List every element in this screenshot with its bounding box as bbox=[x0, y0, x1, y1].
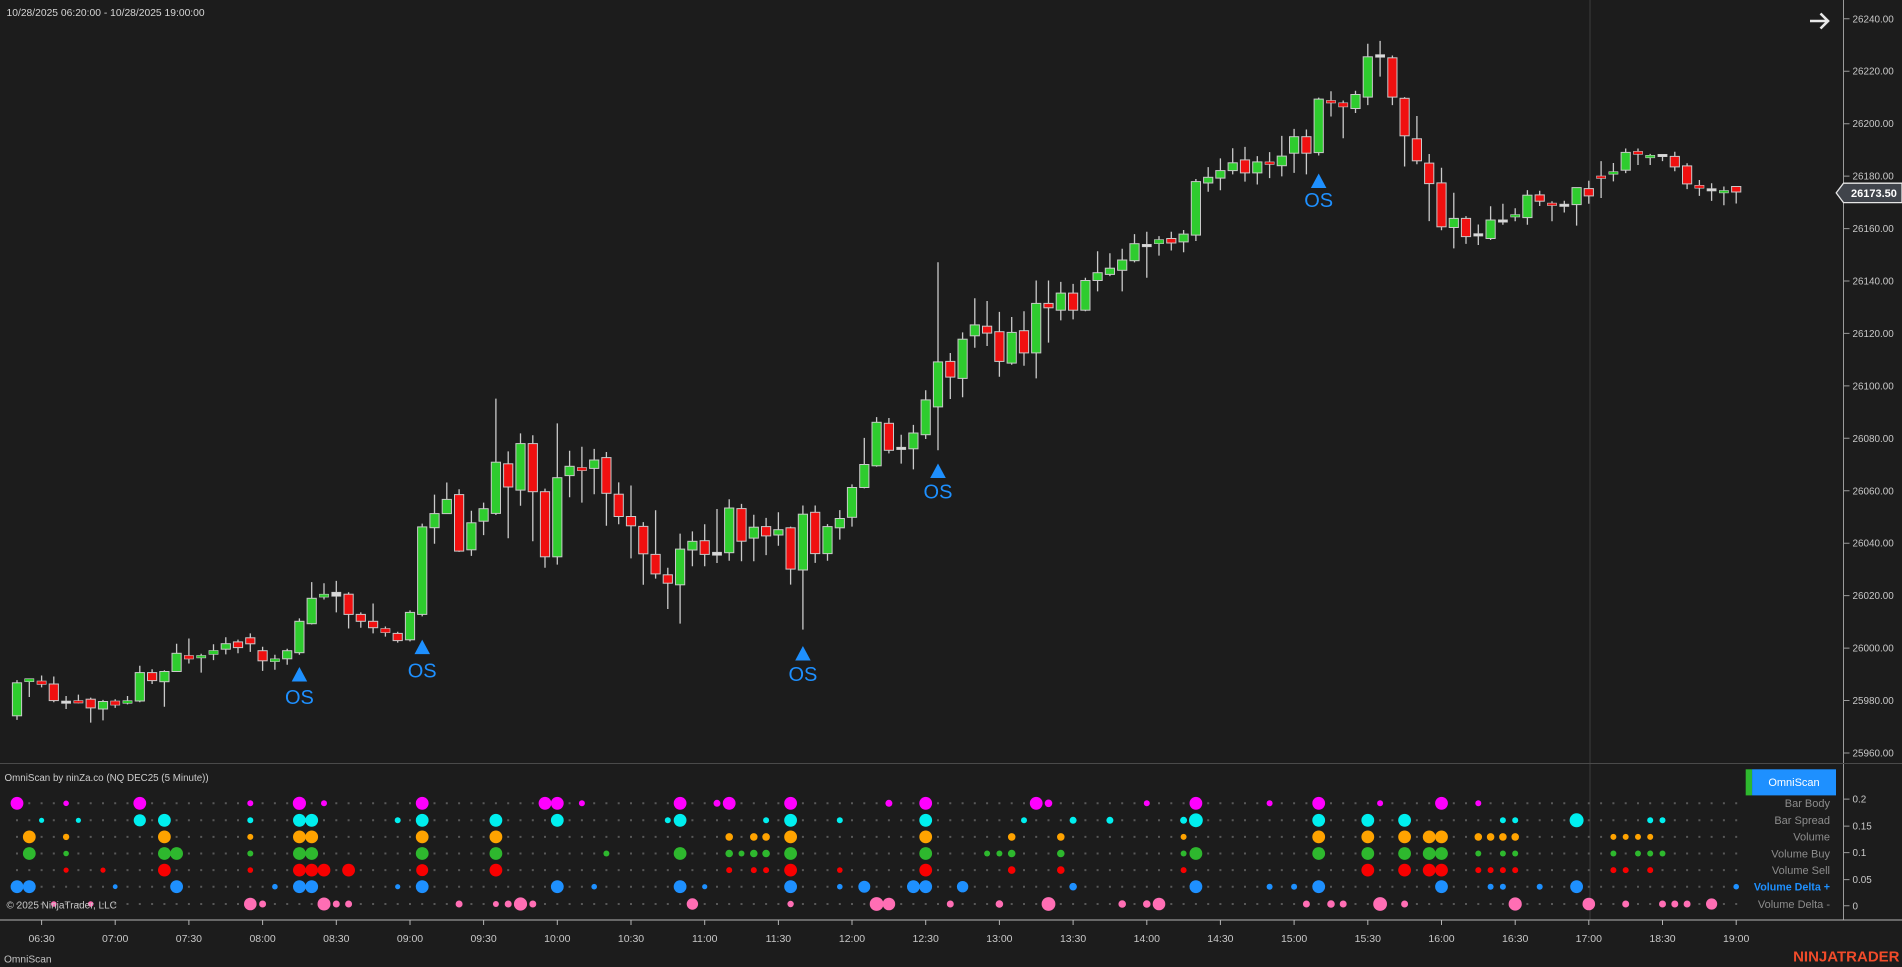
svg-text:OS: OS bbox=[788, 664, 817, 686]
svg-text:26220.00: 26220.00 bbox=[1853, 67, 1895, 78]
svg-text:Volume Delta +: Volume Delta + bbox=[1754, 882, 1830, 894]
svg-text:OS: OS bbox=[1304, 190, 1333, 212]
svg-text:OmniScan: OmniScan bbox=[1768, 777, 1819, 789]
svg-text:16:30: 16:30 bbox=[1502, 933, 1528, 945]
svg-text:NINJATRADER: NINJATRADER bbox=[1793, 949, 1900, 966]
svg-text:07:00: 07:00 bbox=[102, 933, 128, 945]
svg-text:08:30: 08:30 bbox=[323, 933, 349, 945]
svg-text:26240.00: 26240.00 bbox=[1853, 14, 1895, 25]
svg-text:26140.00: 26140.00 bbox=[1853, 277, 1895, 288]
svg-text:14:30: 14:30 bbox=[1207, 933, 1233, 945]
svg-text:12:30: 12:30 bbox=[913, 933, 939, 945]
svg-text:OmniScan: OmniScan bbox=[4, 955, 52, 966]
svg-text:26060.00: 26060.00 bbox=[1853, 486, 1895, 497]
svg-text:Volume: Volume bbox=[1793, 832, 1830, 844]
svg-text:OS: OS bbox=[924, 482, 953, 504]
svg-text:0.2: 0.2 bbox=[1853, 795, 1867, 806]
svg-text:Volume Delta -: Volume Delta - bbox=[1758, 899, 1830, 911]
svg-text:26080.00: 26080.00 bbox=[1853, 434, 1895, 445]
svg-text:07:30: 07:30 bbox=[176, 933, 202, 945]
svg-text:OmniScan by ninZa.co (NQ DEC25: OmniScan by ninZa.co (NQ DEC25 (5 Minute… bbox=[5, 773, 209, 784]
svg-text:26100.00: 26100.00 bbox=[1853, 381, 1895, 392]
svg-text:0: 0 bbox=[1853, 901, 1859, 912]
svg-text:09:00: 09:00 bbox=[397, 933, 423, 945]
svg-text:© 2025 NinjaTrader, LLC: © 2025 NinjaTrader, LLC bbox=[7, 901, 117, 912]
svg-text:Bar Body: Bar Body bbox=[1785, 798, 1831, 810]
svg-text:19:00: 19:00 bbox=[1723, 933, 1749, 945]
svg-text:10/28/2025 06:20:00 - 10/28/20: 10/28/2025 06:20:00 - 10/28/2025 19:00:0… bbox=[7, 8, 205, 19]
svg-text:26173.50: 26173.50 bbox=[1851, 188, 1897, 200]
svg-text:25980.00: 25980.00 bbox=[1853, 696, 1895, 707]
svg-text:15:00: 15:00 bbox=[1281, 933, 1307, 945]
svg-text:26120.00: 26120.00 bbox=[1853, 329, 1895, 340]
svg-text:12:00: 12:00 bbox=[839, 933, 865, 945]
svg-text:26000.00: 26000.00 bbox=[1853, 644, 1895, 655]
svg-text:06:30: 06:30 bbox=[28, 933, 54, 945]
svg-text:26040.00: 26040.00 bbox=[1853, 539, 1895, 550]
svg-text:OS: OS bbox=[408, 660, 437, 682]
svg-text:10:30: 10:30 bbox=[618, 933, 644, 945]
svg-text:18:30: 18:30 bbox=[1649, 933, 1675, 945]
svg-text:13:00: 13:00 bbox=[986, 933, 1012, 945]
svg-text:0.15: 0.15 bbox=[1853, 822, 1873, 833]
svg-text:13:30: 13:30 bbox=[1060, 933, 1086, 945]
svg-text:08:00: 08:00 bbox=[249, 933, 275, 945]
svg-text:25960.00: 25960.00 bbox=[1853, 749, 1895, 760]
svg-text:11:00: 11:00 bbox=[692, 933, 718, 945]
svg-text:OS: OS bbox=[285, 687, 314, 709]
svg-text:Volume Buy: Volume Buy bbox=[1771, 848, 1830, 860]
svg-text:0.05: 0.05 bbox=[1853, 875, 1873, 886]
svg-text:0.1: 0.1 bbox=[1853, 848, 1867, 859]
svg-text:16:00: 16:00 bbox=[1428, 933, 1454, 945]
svg-text:09:30: 09:30 bbox=[470, 933, 496, 945]
svg-text:26200.00: 26200.00 bbox=[1853, 119, 1895, 130]
svg-text:15:30: 15:30 bbox=[1355, 933, 1381, 945]
svg-text:10:00: 10:00 bbox=[544, 933, 570, 945]
svg-text:26160.00: 26160.00 bbox=[1853, 224, 1895, 235]
svg-text:Bar Spread: Bar Spread bbox=[1774, 815, 1830, 827]
svg-text:11:30: 11:30 bbox=[766, 933, 792, 945]
svg-text:Volume Sell: Volume Sell bbox=[1772, 865, 1830, 877]
svg-text:14:00: 14:00 bbox=[1134, 933, 1160, 945]
svg-text:26180.00: 26180.00 bbox=[1853, 172, 1895, 183]
svg-text:26020.00: 26020.00 bbox=[1853, 591, 1895, 602]
svg-text:17:00: 17:00 bbox=[1576, 933, 1602, 945]
